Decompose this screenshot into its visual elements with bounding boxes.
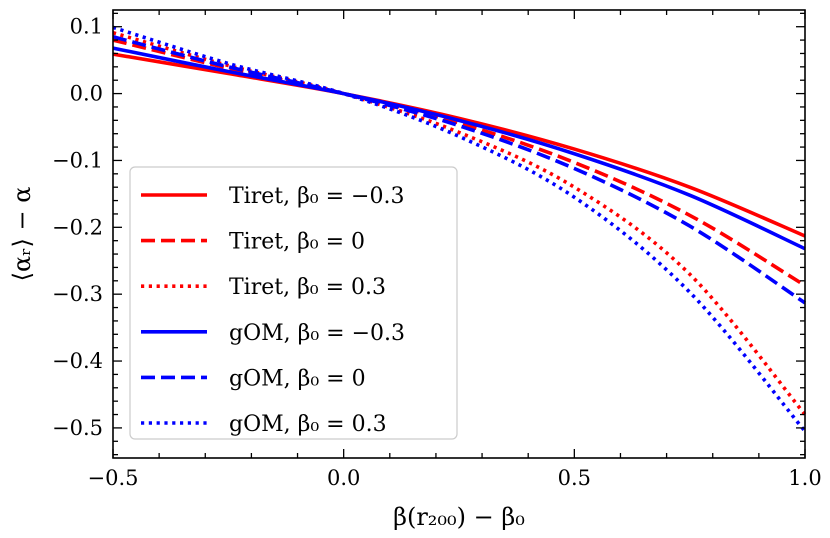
x-axis-label: β(r₂₀₀) − β₀	[393, 503, 525, 531]
legend-label-1: Tiret, β₀ = −0.3	[229, 184, 404, 209]
legend-label-3: Tiret, β₀ = 0.3	[229, 275, 386, 300]
legend-label-6: gOM, β₀ = 0.3	[229, 412, 387, 437]
series-line-3	[112, 30, 807, 416]
x-tick-label: −0.5	[88, 466, 139, 490]
x-tick-label: 1.0	[788, 466, 821, 490]
y-tick-label: −0.4	[52, 349, 103, 373]
legend: Tiret, β₀ = −0.3 Tiret, β₀ = 0 Tiret, β₀ =…	[129, 166, 458, 440]
series-line-5	[112, 35, 806, 305]
ticks-layer: −0.5 0.0 0.5 1.0 0.1 0.0 −0.1 −0.2 −0.3 −0.4 −0.5	[52, 10, 822, 490]
y-axis-label: ⟨αᵣ⟩ − α	[8, 187, 36, 282]
plot-frame	[112, 9, 806, 459]
y-tick-label: −0.1	[52, 148, 103, 172]
legend-label-5: gOM, β₀ = 0	[229, 366, 366, 391]
series-line-4	[112, 46, 806, 251]
y-tick-label: −0.3	[52, 282, 103, 306]
y-tick-label: −0.2	[52, 215, 103, 239]
series-line-1	[112, 52, 806, 238]
legend-box	[129, 166, 458, 440]
x-tick-label: 0.0	[327, 466, 360, 490]
x-tick-label: 0.5	[558, 466, 591, 490]
series-line-2	[112, 38, 806, 288]
y-tick-label: 0.0	[70, 82, 103, 106]
legend-label-4: gOM, β₀ = −0.3	[229, 321, 405, 346]
y-tick-label: 0.1	[70, 15, 103, 39]
y-tick-label: −0.5	[52, 416, 103, 440]
series-layer	[112, 25, 807, 433]
legend-label-2: Tiret, β₀ = 0	[229, 230, 365, 255]
